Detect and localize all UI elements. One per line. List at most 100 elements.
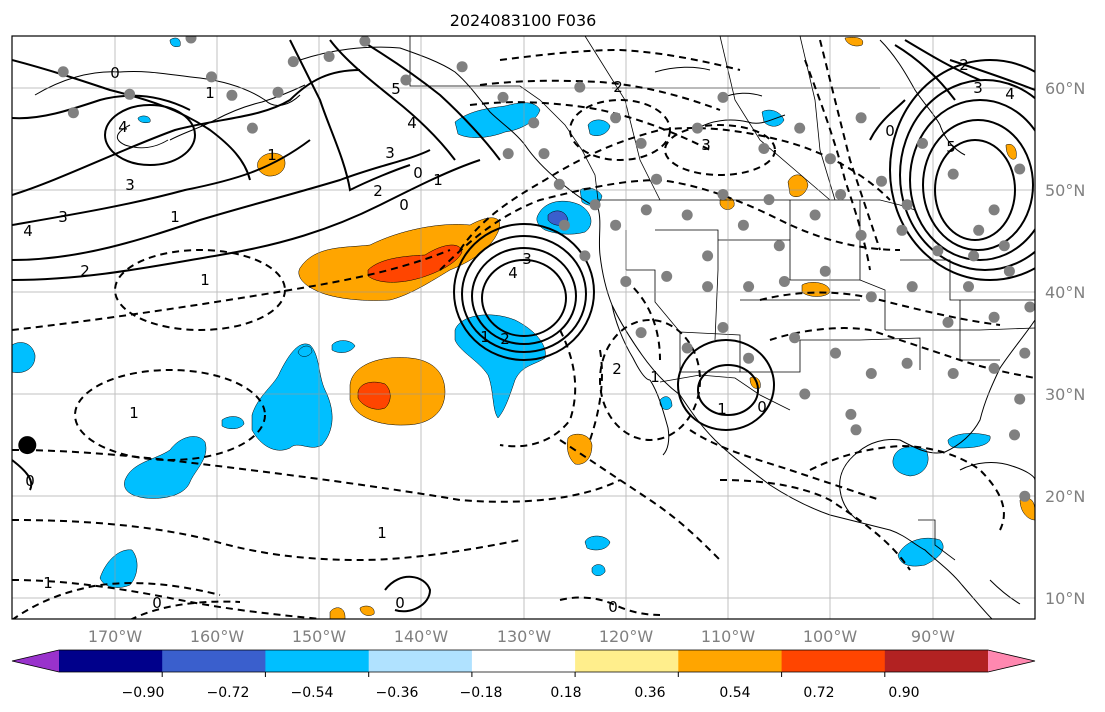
colorbar-swatch (575, 650, 679, 672)
station-dot (932, 245, 944, 257)
negative-anomaly-region (897, 537, 944, 567)
colorbar-outline (11, 649, 1036, 673)
station-dot (901, 357, 913, 369)
station-dot (988, 204, 1000, 216)
colorbar-tick-label: −0.18 (460, 685, 503, 701)
contour-label: 0 (152, 594, 162, 612)
station-markers (57, 36, 1035, 502)
contour-label: 3 (385, 144, 395, 162)
contour-label: 1 (650, 368, 660, 386)
station-dot (876, 175, 887, 187)
station-dot (681, 209, 693, 221)
contour-label: 5 (946, 138, 956, 156)
station-dot (963, 281, 974, 293)
contour-label: 2 (959, 56, 969, 74)
contour-label: 1 (267, 146, 277, 164)
station-dot (789, 332, 801, 344)
colorbar-tick-label: −0.36 (376, 685, 419, 701)
station-dot (702, 250, 714, 262)
contour-label: 5 (391, 80, 401, 98)
longitude-labels: 170°W 160°W 150°W 140°W 130°W 120°W 110°… (88, 627, 955, 646)
station-dot (246, 122, 258, 134)
contour-label: 1 (200, 271, 210, 289)
contour-label: 3 (522, 250, 532, 268)
station-dot (773, 240, 785, 252)
colorbar-tick-label: −0.90 (122, 685, 165, 701)
negative-anomaly-region (297, 345, 313, 357)
station-dot (896, 224, 908, 236)
station-dot (794, 122, 806, 134)
colorbar-tick-label: 0.54 (719, 685, 750, 701)
colorbar-swatch (678, 650, 783, 672)
solid-contours (12, 39, 1035, 613)
contour-label: 0 (25, 472, 35, 490)
contour-label: 0 (885, 122, 895, 140)
contour-label: 4 (407, 114, 417, 132)
station-dot (850, 424, 862, 436)
black-marker (18, 436, 37, 455)
figure-title: 2024083100 F036 (450, 11, 597, 30)
contour-label: 1 (717, 400, 727, 418)
station-dot (830, 347, 841, 359)
station-dot (717, 322, 729, 333)
station-dot (809, 209, 821, 221)
negative-anomaly-region (761, 109, 785, 127)
station-dot (635, 137, 647, 149)
station-dot (1019, 490, 1031, 502)
station-dot (865, 291, 877, 303)
station-dot (610, 112, 622, 124)
station-dot (359, 36, 371, 47)
colorbar-swatch (265, 650, 370, 672)
lat-label: 60°N (1045, 79, 1085, 98)
station-dot (743, 281, 755, 293)
lat-label: 50°N (1045, 181, 1085, 200)
colorbar-extend-low (12, 650, 59, 672)
lon-label: 90°W (911, 627, 955, 646)
station-dot (185, 36, 197, 44)
colorbar-extend-high (988, 650, 1035, 672)
station-dot (651, 173, 662, 185)
station-dot (973, 224, 985, 236)
positive-anomaly-region (359, 605, 375, 616)
station-dot (835, 189, 847, 200)
negative-anomaly-region (892, 446, 929, 477)
lon-label: 140°W (394, 627, 449, 646)
station-dot (57, 66, 69, 78)
station-dot (917, 137, 928, 149)
lat-label: 10°N (1045, 589, 1085, 608)
station-dot (1014, 163, 1026, 175)
contour-label: 2 (500, 330, 510, 348)
station-dot (968, 250, 980, 262)
station-dot (1009, 429, 1020, 441)
contour-label: 1 (377, 524, 387, 542)
station-dot (702, 281, 714, 293)
station-dot (998, 240, 1010, 252)
colorbar: −0.90 −0.72 −0.54 −0.36 −0.18 0.18 0.36 … (11, 649, 1036, 701)
lat-label: 40°N (1045, 283, 1085, 302)
station-dot (947, 168, 959, 180)
station-dot (226, 89, 238, 101)
station-dot (1024, 301, 1035, 313)
dashed-contours (12, 39, 1035, 619)
contour-label: 4 (508, 264, 518, 282)
station-dot (287, 56, 299, 68)
map-panel: 0 1 4 3 1 3 2 4 1 5 4 3 2 0 1 0 2 3 3 4 (11, 35, 1036, 620)
station-dot (400, 74, 412, 86)
station-dot (502, 148, 514, 160)
station-dot (124, 88, 136, 100)
positive-anomaly-region (329, 607, 346, 619)
colorbar-swatch (781, 650, 886, 672)
colorbar-tick-label: 0.18 (550, 685, 581, 701)
negative-anomaly-region (454, 102, 541, 138)
contour-label: 2 (612, 360, 622, 378)
station-dot (558, 219, 570, 231)
station-dot (947, 368, 959, 379)
colorbar-tick-label: 0.72 (803, 685, 834, 701)
station-dot (620, 276, 632, 287)
station-dot (988, 362, 1000, 374)
station-dot (758, 143, 770, 154)
colorbar-swatch (59, 650, 163, 672)
station-dot (610, 219, 622, 231)
contour-label: 1 (129, 404, 139, 422)
